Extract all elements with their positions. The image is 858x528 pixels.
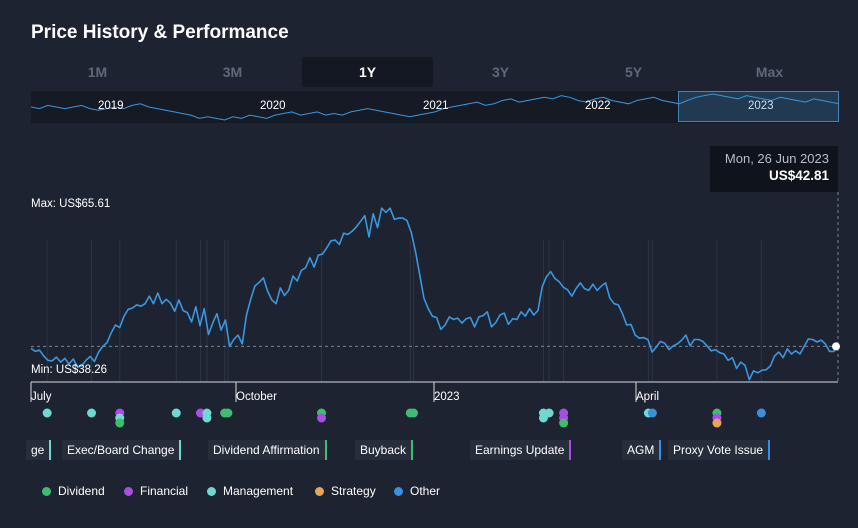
- legend-label-financial: Financial: [140, 484, 189, 498]
- x-axis-label-2023: 2023: [434, 391, 460, 403]
- event-dot-management[interactable]: [171, 408, 181, 418]
- event-dot-management[interactable]: [544, 408, 554, 418]
- legend-dot-management: [207, 487, 216, 496]
- navigator-line: [31, 93, 839, 121]
- navigator-year-2023: 2023: [748, 100, 774, 112]
- legend-dot-financial: [124, 487, 133, 496]
- event-dot-other[interactable]: [647, 408, 657, 418]
- legend-dot-other: [394, 487, 403, 496]
- navigator-year-2021: 2021: [423, 100, 449, 112]
- tab-1m[interactable]: 1M: [87, 64, 108, 80]
- event-label-dividend-affirmation[interactable]: Dividend Affirmation: [208, 440, 327, 460]
- range-tabs: 1M 3M 1Y 3Y 5Y Max: [31, 57, 839, 87]
- legend-other: Other: [394, 484, 440, 498]
- event-dot-other[interactable]: [756, 408, 766, 418]
- x-axis-label-april: April: [636, 391, 660, 403]
- event-label-buyback[interactable]: Buyback: [355, 440, 414, 460]
- event-dot-financial[interactable]: [195, 408, 205, 418]
- price-tooltip: Mon, 26 Jun 2023 US$42.81: [710, 146, 838, 192]
- legend-label-strategy: Strategy: [331, 484, 376, 498]
- event-dot-dividend[interactable]: [409, 408, 419, 418]
- event-label-agm[interactable]: AGM: [622, 440, 662, 460]
- event-dot-dividend[interactable]: [559, 418, 569, 428]
- event-dot-strategy[interactable]: [712, 418, 722, 428]
- navigator-history-line: [31, 93, 839, 121]
- legend-dot-dividend: [42, 487, 51, 496]
- legend-label-dividend: Dividend: [58, 484, 105, 498]
- legend-label-management: Management: [223, 484, 294, 498]
- event-label-exec-board-change[interactable]: Exec/Board Change: [62, 440, 182, 460]
- event-label-proxy-vote-issue[interactable]: Proxy Vote Issue: [668, 440, 771, 460]
- navigator-selection-window[interactable]: [678, 91, 839, 122]
- event-label-earnings-update[interactable]: Earnings Update: [470, 440, 572, 460]
- legend-dividend: Dividend: [42, 484, 105, 498]
- chart-title: Price History & Performance: [31, 22, 289, 43]
- max-price-label: Max: US$65.61: [31, 198, 111, 210]
- tab-max[interactable]: Max: [755, 64, 784, 80]
- tab-5y[interactable]: 5Y: [624, 64, 643, 80]
- tab-3y[interactable]: 3Y: [491, 64, 510, 80]
- navigator-year-2020: 2020: [260, 100, 286, 112]
- price-chart: [30, 192, 840, 428]
- event-dot-management[interactable]: [87, 408, 97, 418]
- event-dot-dividend[interactable]: [223, 408, 233, 418]
- legend-label-other: Other: [410, 484, 441, 498]
- event-dot-financial[interactable]: [317, 413, 327, 423]
- min-price-label: Min: US$38.26: [31, 364, 108, 376]
- legend-strategy: Strategy: [315, 484, 376, 498]
- legend-financial: Financial: [124, 484, 188, 498]
- event-dot-management[interactable]: [202, 413, 212, 423]
- tooltip-date: Mon, 26 Jun 2023: [724, 151, 829, 166]
- x-axis-label-october: October: [236, 391, 277, 403]
- legend-dot-strategy: [315, 487, 324, 496]
- tab-1y[interactable]: 1Y: [302, 57, 433, 87]
- tooltip-price: US$42.81: [768, 168, 829, 183]
- event-dot-dividend[interactable]: [115, 418, 125, 428]
- navigator-year-2022: 2022: [585, 100, 611, 112]
- range-navigator[interactable]: 2019 2020 2021 2022 2023: [31, 91, 839, 123]
- x-axis-label-july: July: [31, 391, 52, 403]
- navigator-year-2019: 2019: [98, 100, 124, 112]
- tab-3m[interactable]: 3M: [222, 64, 243, 80]
- price-line: [30, 207, 839, 381]
- event-dot-management[interactable]: [42, 408, 52, 418]
- legend-management: Management: [207, 484, 293, 498]
- event-label-change-truncated[interactable]: ge: [26, 440, 52, 460]
- price-marker[interactable]: [832, 342, 840, 351]
